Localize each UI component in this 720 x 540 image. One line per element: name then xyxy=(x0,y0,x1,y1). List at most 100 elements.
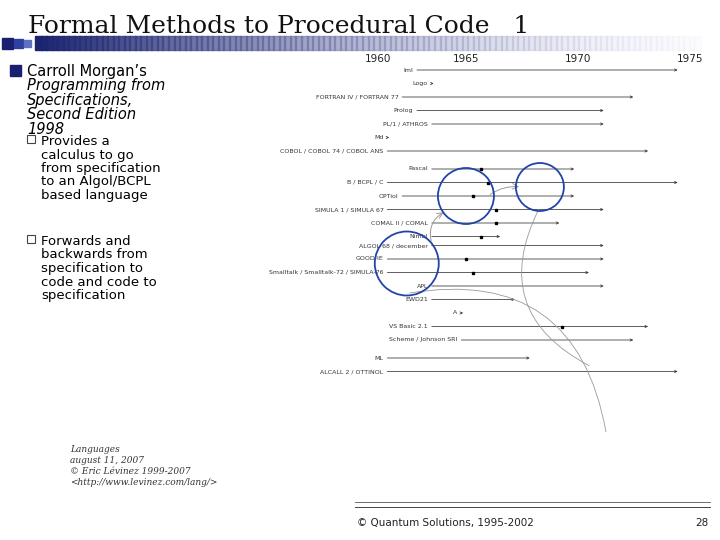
Bar xyxy=(617,36,624,50)
Text: PL/1 / ATHROS: PL/1 / ATHROS xyxy=(383,122,428,126)
Bar xyxy=(218,36,225,50)
Bar xyxy=(390,36,396,50)
Bar xyxy=(506,36,513,50)
Bar xyxy=(550,36,557,50)
Text: ALGOL 68 / december: ALGOL 68 / december xyxy=(359,243,428,248)
Text: ALCALL 2 / OTTINOL: ALCALL 2 / OTTINOL xyxy=(320,369,384,374)
Bar xyxy=(129,36,136,50)
Bar xyxy=(246,36,252,50)
Bar xyxy=(35,36,42,50)
Bar xyxy=(10,65,21,76)
Text: OPTiol: OPTiol xyxy=(379,193,398,199)
Bar xyxy=(168,36,174,50)
Text: from specification: from specification xyxy=(41,162,161,175)
Bar xyxy=(63,36,69,50)
Text: A: A xyxy=(454,310,457,315)
Text: 1960: 1960 xyxy=(365,54,392,64)
Bar xyxy=(174,36,180,50)
Bar xyxy=(146,36,153,50)
Text: SIMULA 1 / SIMULA 67: SIMULA 1 / SIMULA 67 xyxy=(315,207,384,212)
Bar xyxy=(379,36,385,50)
Bar xyxy=(157,36,163,50)
Bar xyxy=(523,36,529,50)
Text: APL: APL xyxy=(417,284,428,288)
Bar xyxy=(85,36,91,50)
Text: Programming from: Programming from xyxy=(27,78,166,93)
Bar xyxy=(401,36,408,50)
Bar xyxy=(24,40,31,47)
Bar xyxy=(689,36,696,50)
Text: 1970: 1970 xyxy=(565,54,591,64)
Bar xyxy=(600,36,607,50)
Bar xyxy=(212,36,219,50)
Text: COBOL / COBOL 74 / COBOL ANS: COBOL / COBOL 74 / COBOL ANS xyxy=(281,148,384,153)
Bar xyxy=(256,36,264,50)
Bar xyxy=(451,36,457,50)
Bar xyxy=(484,36,490,50)
Text: Prolog: Prolog xyxy=(394,108,413,113)
Text: calculus to go: calculus to go xyxy=(41,148,134,161)
Text: specification: specification xyxy=(41,289,125,302)
Text: GOOD-IE: GOOD-IE xyxy=(356,256,384,261)
Bar xyxy=(462,36,468,50)
Text: Provides a: Provides a xyxy=(41,135,109,148)
Bar xyxy=(40,36,47,50)
Text: 1975: 1975 xyxy=(677,54,703,64)
Text: to an Algol/BCPL: to an Algol/BCPL xyxy=(41,176,150,188)
Bar xyxy=(184,36,192,50)
Bar xyxy=(528,36,535,50)
Bar xyxy=(223,36,230,50)
Bar xyxy=(102,36,108,50)
Bar xyxy=(478,36,485,50)
Bar xyxy=(589,36,595,50)
Bar xyxy=(434,36,441,50)
Bar xyxy=(307,36,313,50)
Bar xyxy=(356,36,363,50)
Bar xyxy=(439,36,446,50)
Bar xyxy=(683,36,690,50)
Bar xyxy=(456,36,463,50)
Bar xyxy=(312,36,319,50)
Bar xyxy=(384,36,391,50)
Text: © Quantum Solutions, 1995-2002: © Quantum Solutions, 1995-2002 xyxy=(357,518,534,528)
Bar xyxy=(661,36,667,50)
Bar xyxy=(639,36,646,50)
Bar xyxy=(351,36,357,50)
Bar xyxy=(301,36,307,50)
Bar xyxy=(584,36,590,50)
Bar xyxy=(274,36,280,50)
Bar xyxy=(445,36,451,50)
Bar xyxy=(628,36,634,50)
Bar xyxy=(334,36,341,50)
Bar xyxy=(57,36,63,50)
Text: specification to: specification to xyxy=(41,262,143,275)
Bar xyxy=(395,36,402,50)
Text: FORTRAN IV / FORTRAN 77: FORTRAN IV / FORTRAN 77 xyxy=(315,94,398,99)
Bar xyxy=(163,36,169,50)
Bar xyxy=(622,36,629,50)
Bar xyxy=(2,38,13,49)
Bar xyxy=(27,135,35,143)
Text: Iml: Iml xyxy=(403,68,413,72)
Bar xyxy=(572,36,579,50)
Bar xyxy=(107,36,114,50)
Bar xyxy=(423,36,429,50)
Bar xyxy=(517,36,523,50)
Text: ML: ML xyxy=(374,355,384,361)
Text: Forwards and: Forwards and xyxy=(41,235,130,248)
Bar xyxy=(46,36,53,50)
Text: code and code to: code and code to xyxy=(41,275,157,288)
Text: Languages: Languages xyxy=(70,445,120,454)
Bar xyxy=(73,36,81,50)
Text: based language: based language xyxy=(41,189,148,202)
Text: VS Basic 2.1: VS Basic 2.1 xyxy=(390,324,428,329)
Bar xyxy=(262,36,269,50)
Bar xyxy=(362,36,369,50)
Bar xyxy=(91,36,97,50)
Bar xyxy=(207,36,213,50)
Bar xyxy=(295,36,302,50)
Bar xyxy=(290,36,297,50)
Text: Smalltalk / Smalltalk-72 / SIMULA-76: Smalltalk / Smalltalk-72 / SIMULA-76 xyxy=(269,270,384,275)
Text: 1998: 1998 xyxy=(27,122,64,137)
Text: EWD21: EWD21 xyxy=(405,297,428,302)
